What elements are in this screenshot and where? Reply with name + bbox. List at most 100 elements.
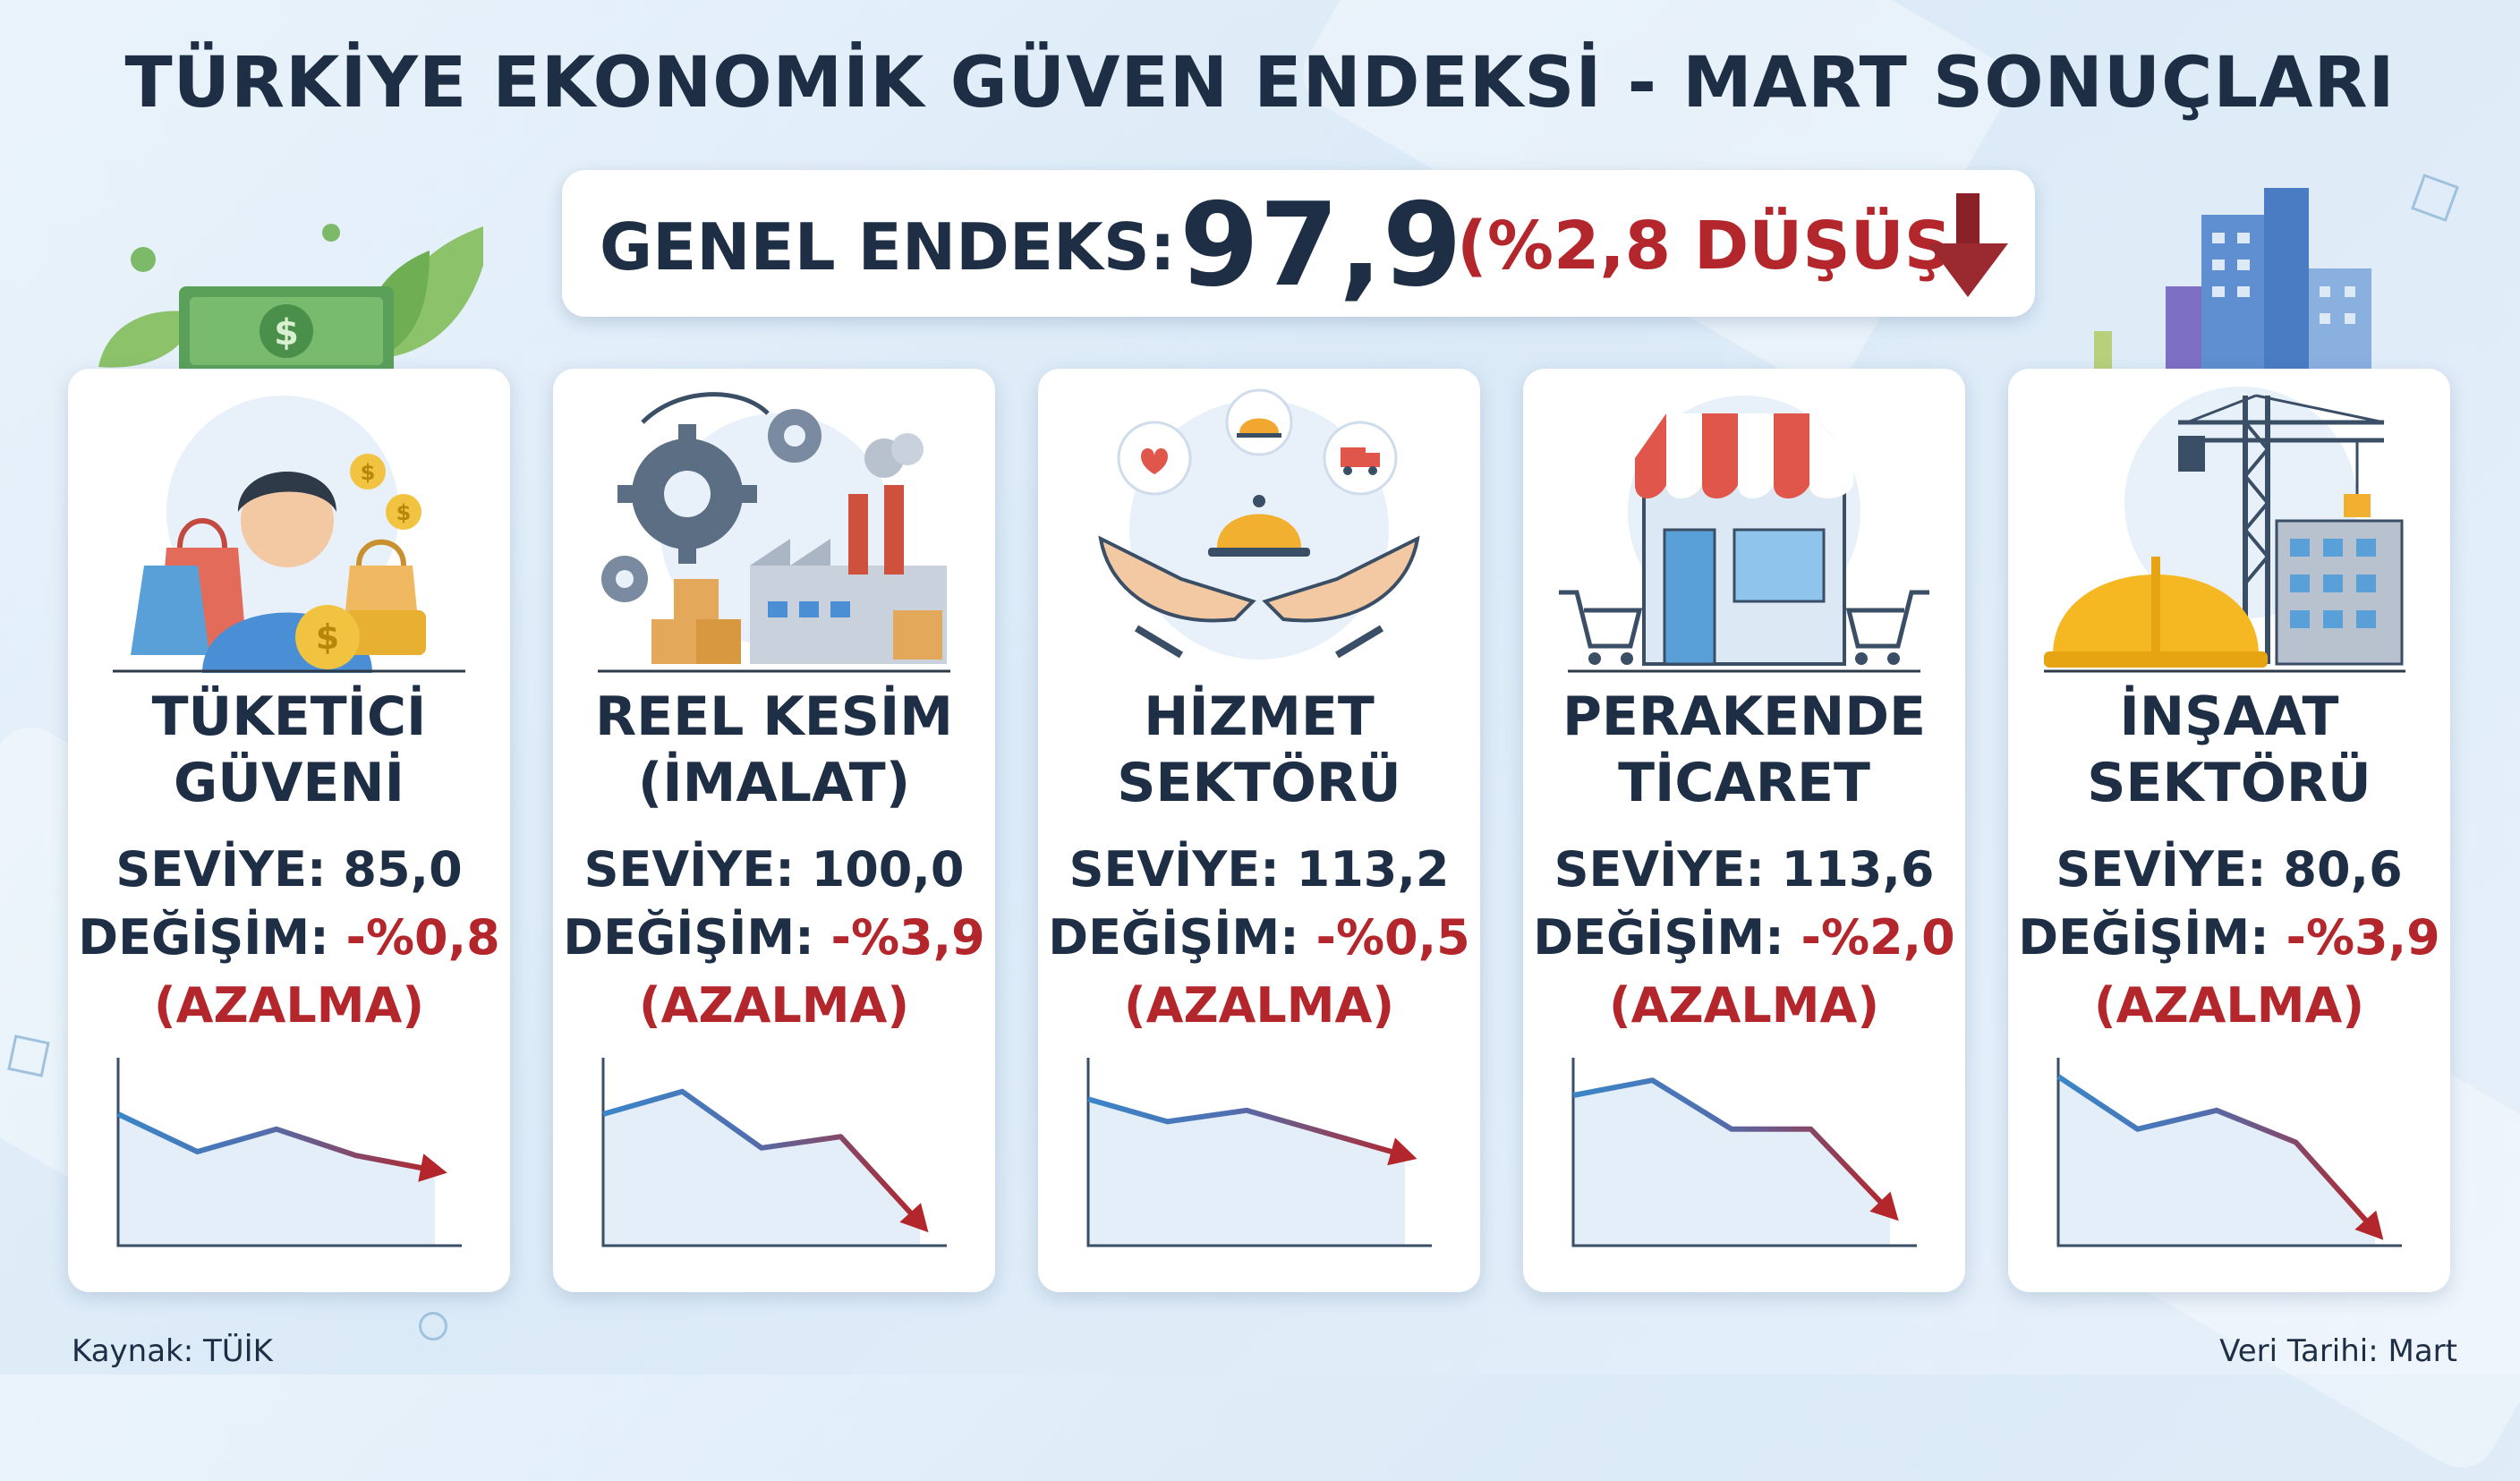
trend-axis xyxy=(116,1058,462,1247)
change-label: DEĞİŞİM: xyxy=(563,909,814,966)
card-title-line: REEL KESİM xyxy=(594,685,954,748)
card-status: (AZALMA) xyxy=(1608,977,1880,1034)
card-status: (AZALMA) xyxy=(638,977,910,1034)
level-value: 85,0 xyxy=(343,841,463,898)
circle-outline-icon xyxy=(419,1312,447,1341)
trend-area xyxy=(1088,1099,1405,1246)
trend-arrow-icon xyxy=(2354,1210,2384,1240)
level-label: SEVİYE: xyxy=(583,841,795,898)
card-title-line: SEKTÖRÜ xyxy=(2087,752,2371,814)
change-value: -%3,9 xyxy=(830,909,985,966)
sector-card: REEL KESİM (İMALAT) SEVİYE: 100,0 DEĞİŞİ… xyxy=(553,369,995,1292)
trend-line xyxy=(1087,1096,1406,1159)
sector-card: PERAKENDE TİCARET SEVİYE: 113,6 DEĞİŞİM:… xyxy=(1523,369,1965,1292)
card-title-line: HİZMET xyxy=(1144,685,1375,748)
trend-area xyxy=(118,1114,435,1246)
change-label: DEĞİŞİM: xyxy=(78,909,329,966)
trend-line xyxy=(1572,1077,1893,1214)
change-value: -%2,0 xyxy=(1801,909,1955,966)
level-label: SEVİYE: xyxy=(1554,841,1765,898)
card-level: SEVİYE: 113,2 xyxy=(1038,841,1480,898)
city-buildings-icon xyxy=(2094,188,2371,376)
card-status: (AZALMA) xyxy=(153,977,425,1034)
money-leaves-icon: $ xyxy=(98,224,483,376)
general-index-banner: GENEL ENDEKS: 97,9 (%2,8 DÜŞÜŞ) xyxy=(562,170,2035,317)
arrow-down-icon xyxy=(1928,193,2008,297)
data-date-note: Veri Tarihi: Mart xyxy=(2219,1333,2457,1369)
consumer-shopping-icon: $ $ $ xyxy=(113,396,465,673)
card-title: PERAKENDE TİCARET xyxy=(1523,684,1965,816)
construction-crane-icon xyxy=(2044,387,2405,673)
card-status: (AZALMA) xyxy=(2093,977,2365,1034)
trend-arrow-icon xyxy=(418,1153,447,1182)
card-level: SEVİYE: 80,6 xyxy=(2008,841,2450,898)
card-change: DEĞİŞİM: -%3,9 xyxy=(2008,909,2450,966)
trend-axis xyxy=(1086,1058,1432,1247)
level-value: 100,0 xyxy=(811,841,965,898)
svg-text:$: $ xyxy=(316,617,339,657)
source-note: Kaynak: TÜİK xyxy=(72,1333,273,1369)
svg-text:$: $ xyxy=(396,500,412,525)
card-change: DEĞİŞİM: -%3,9 xyxy=(553,909,995,966)
general-index-label: GENEL ENDEKS: xyxy=(600,209,1176,285)
level-label: SEVİYE: xyxy=(1068,841,1280,898)
card-title-line: GÜVENİ xyxy=(174,752,404,814)
sector-card: HİZMET SEKTÖRÜ SEVİYE: 113,2 DEĞİŞİM: -%… xyxy=(1038,369,1480,1292)
trend-area xyxy=(1573,1080,1890,1246)
trend-area xyxy=(603,1091,920,1246)
sector-card: $ $ $ TÜKETİCİ GÜVENİ SEVİYE: 85,0 DEĞİŞ… xyxy=(68,369,510,1292)
trend-arrow-icon xyxy=(1387,1137,1418,1166)
card-title-line: PERAKENDE xyxy=(1562,685,1927,748)
level-value: 113,6 xyxy=(1781,841,1935,898)
page-title: TÜRKİYE EKONOMİK GÜVEN ENDEKSİ - MART SO… xyxy=(124,43,2396,123)
card-title: İNŞAAT SEKTÖRÜ xyxy=(2008,684,2450,816)
square-outline-icon xyxy=(7,1034,50,1077)
svg-text:$: $ xyxy=(274,312,299,353)
trend-area xyxy=(2058,1077,2375,1246)
card-status: (AZALMA) xyxy=(1123,977,1395,1034)
factory-gears-icon xyxy=(598,392,950,673)
change-label: DEĞİŞİM: xyxy=(1533,909,1784,966)
trend-axis xyxy=(2056,1058,2402,1247)
card-change: DEĞİŞİM: -%2,0 xyxy=(1523,909,1965,966)
card-level: SEVİYE: 85,0 xyxy=(68,841,510,898)
change-value: -%3,9 xyxy=(2286,909,2440,966)
card-title-line: TİCARET xyxy=(1618,752,1870,814)
trend-line xyxy=(116,1111,436,1173)
trend-axis xyxy=(601,1058,947,1247)
trend-line xyxy=(2056,1074,2378,1233)
trend-chart xyxy=(116,1058,462,1247)
card-title-line: SEKTÖRÜ xyxy=(1117,752,1401,814)
store-front-icon xyxy=(1559,396,1929,673)
trend-axis xyxy=(1571,1058,1917,1247)
card-title: TÜKETİCİ GÜVENİ xyxy=(68,684,510,816)
sector-card: İNŞAAT SEKTÖRÜ SEVİYE: 80,6 DEĞİŞİM: -%3… xyxy=(2008,369,2450,1292)
trend-chart xyxy=(1086,1058,1432,1247)
trend-chart xyxy=(601,1058,947,1247)
level-label: SEVİYE: xyxy=(2056,841,2267,898)
change-value: -%0,5 xyxy=(1315,909,1470,966)
card-level: SEVİYE: 113,6 xyxy=(1523,841,1965,898)
trend-chart xyxy=(1571,1058,1917,1247)
level-value: 80,6 xyxy=(2283,841,2403,898)
trend-line xyxy=(602,1088,923,1225)
svg-text:$: $ xyxy=(361,460,376,485)
card-change: DEĞİŞİM: -%0,5 xyxy=(1038,909,1480,966)
card-change: DEĞİŞİM: -%0,8 xyxy=(68,909,510,966)
trend-chart xyxy=(2056,1058,2402,1247)
change-value: -%0,8 xyxy=(345,909,500,966)
level-label: SEVİYE: xyxy=(115,841,327,898)
card-title-line: TÜKETİCİ xyxy=(151,685,427,748)
card-title-line: İNŞAAT xyxy=(2119,685,2339,748)
general-index-value: 97,9 xyxy=(1179,179,1462,312)
trend-arrow-icon xyxy=(899,1203,929,1233)
card-level: SEVİYE: 100,0 xyxy=(553,841,995,898)
change-label: DEĞİŞİM: xyxy=(2018,909,2269,966)
card-title: REEL KESİM (İMALAT) xyxy=(553,684,995,816)
card-title: HİZMET SEKTÖRÜ xyxy=(1038,684,1480,816)
change-label: DEĞİŞİM: xyxy=(1048,909,1299,966)
general-index-change: (%2,8 DÜŞÜŞ) xyxy=(1457,208,1982,285)
service-hands-icon xyxy=(1098,388,1420,660)
card-title-line: (İMALAT) xyxy=(637,752,911,814)
trend-arrow-icon xyxy=(1869,1191,1899,1221)
